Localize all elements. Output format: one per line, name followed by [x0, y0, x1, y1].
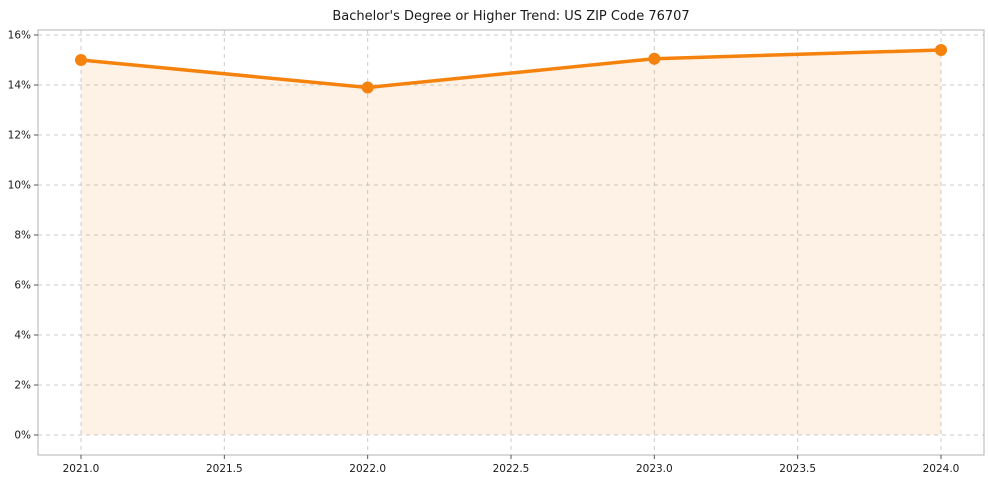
y-tick-label: 14%: [8, 80, 31, 92]
data-point-marker: [361, 81, 374, 94]
x-tick-label: 2021.0: [63, 463, 100, 475]
chart-title: Bachelor's Degree or Higher Trend: US ZI…: [332, 9, 690, 24]
data-point-marker: [75, 54, 87, 66]
y-tick-label: 12%: [8, 130, 31, 142]
y-tick-label: 8%: [14, 230, 31, 242]
y-tick-label: 16%: [8, 30, 31, 42]
y-tick-label: 2%: [14, 380, 31, 392]
trend-line: [79, 48, 943, 90]
data-points: [75, 44, 947, 94]
x-tick-label: 2024.0: [923, 463, 960, 475]
gridlines: [38, 30, 984, 455]
tick-marks: [34, 34, 942, 459]
tick-labels: 0% 2% 4% 6% 8% 10% 12% 14% 16% 2021.0 2021.5 2022.0…: [8, 30, 960, 476]
area-fill: [81, 50, 941, 435]
x-tick-label: 2021.5: [206, 463, 243, 475]
y-tick-label: 0%: [14, 430, 31, 442]
y-tick-label: 10%: [8, 180, 31, 192]
y-tick-label: 4%: [14, 330, 31, 342]
x-tick-label: 2022.0: [349, 463, 386, 475]
x-tick-label: 2022.5: [493, 463, 530, 475]
x-tick-label: 2023.5: [779, 463, 816, 475]
x-tick-label: 2023.0: [636, 463, 673, 475]
y-tick-label: 6%: [14, 280, 31, 292]
data-point-marker: [648, 52, 661, 65]
data-point-marker: [935, 44, 947, 56]
